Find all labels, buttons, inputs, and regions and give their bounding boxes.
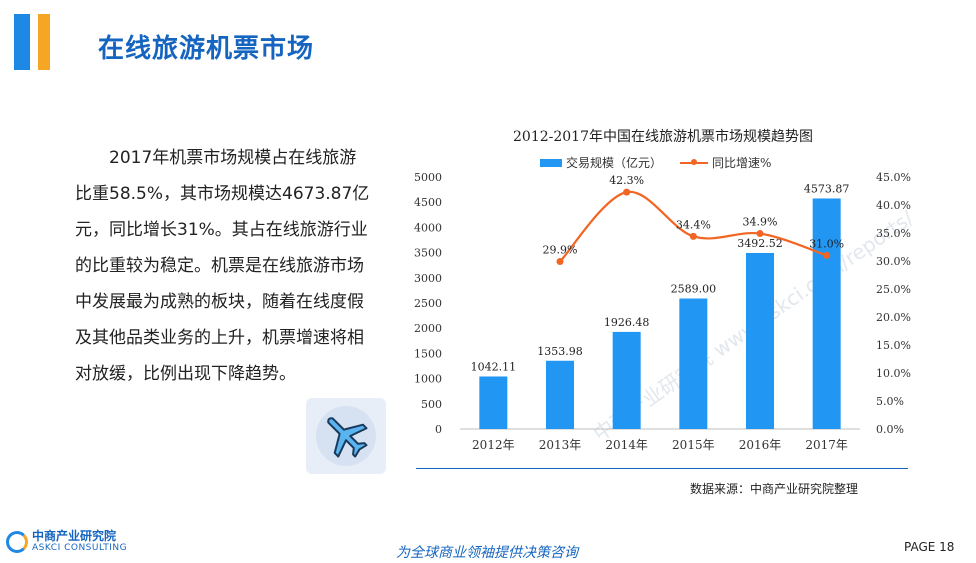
- bar-value-label: 1926.48: [604, 316, 650, 329]
- growth-value-label: 42.3%: [609, 174, 644, 187]
- growth-point: [623, 188, 631, 196]
- y-tick-label-left: 2500: [414, 297, 442, 310]
- y-tick-label-right: 10.0%: [876, 367, 911, 380]
- logo-text-cn: 中商产业研究院: [32, 529, 117, 543]
- y-tick-label-left: 4000: [414, 221, 442, 234]
- data-source: 数据来源：中商产业研究院整理: [690, 482, 859, 496]
- body-paragraph: 2017年机票市场规模占在线旅游比重58.5%，其市场规模达4673.87亿元，…: [75, 148, 370, 384]
- chart-bar: [546, 360, 574, 429]
- chart-bar: [679, 298, 708, 429]
- y-tick-label-right: 20.0%: [876, 311, 911, 324]
- airplane-icon: [316, 406, 376, 466]
- x-tick-label: 2013年: [539, 438, 582, 452]
- page-number: PAGE 18: [904, 540, 955, 554]
- bar-value-label: 3492.52: [737, 237, 783, 250]
- x-tick-label: 2012年: [472, 438, 515, 452]
- chart-bar: [746, 252, 774, 429]
- y-tick-label-left: 0: [435, 423, 442, 436]
- legend-swatch-bar: [540, 158, 562, 167]
- footer-tagline: 为全球商业领袖提供决策咨询: [396, 545, 578, 561]
- chart-plot: 0 500 1000 1500 2000 2500 3000 3500 4000 4500 5000…: [414, 171, 911, 452]
- growth-point: [689, 232, 697, 240]
- growth-value-label: 29.9%: [543, 244, 578, 257]
- chart-bar: [612, 331, 641, 429]
- growth-point: [556, 258, 564, 266]
- header-accent-bar-orange: [38, 14, 50, 70]
- ascki-logo-icon: [6, 530, 28, 553]
- header-accent-bar: [14, 14, 30, 70]
- growth-value-label: 31.0%: [809, 237, 844, 250]
- x-tick-label: 2015年: [672, 438, 715, 452]
- x-tick-label: 2016年: [739, 438, 782, 452]
- chart-bar: [479, 376, 508, 429]
- legend-label-line: 同比增速%: [712, 156, 772, 170]
- legend-swatch-line: [680, 158, 709, 165]
- bar-value-label: 2589.00: [671, 283, 717, 296]
- legend-item-bar: 交易规模（亿元）: [540, 154, 662, 171]
- y-tick-label-left: 1000: [414, 373, 442, 386]
- x-tick-label: 2014年: [605, 438, 648, 452]
- y-tick-label-left: 5000: [414, 171, 442, 184]
- plane-badge: [306, 398, 386, 474]
- y-tick-label-right: 0.0%: [876, 423, 904, 436]
- y-tick-label-right: 15.0%: [876, 339, 911, 352]
- y-tick-label-right: 5.0%: [876, 395, 904, 408]
- page-title: 在线旅游机票市场: [98, 34, 315, 64]
- y-tick-label-right: 30.0%: [876, 255, 911, 268]
- growth-point: [756, 230, 764, 238]
- source-divider: [416, 468, 908, 469]
- y-tick-label-left: 4500: [414, 196, 442, 209]
- y-tick-label-left: 3000: [414, 272, 442, 285]
- company-logo: 中商产业研究院 ASKCI CONSULTING: [6, 530, 127, 553]
- logo-text-en: ASKCI CONSULTING: [32, 543, 128, 553]
- chart-legend: 交易规模（亿元） 同比增速%: [540, 154, 789, 171]
- legend-label-bar: 交易规模（亿元）: [566, 156, 663, 170]
- growth-value-label: 34.9%: [743, 216, 778, 229]
- growth-value-label: 34.4%: [676, 218, 711, 231]
- y-tick-label-right: 25.0%: [876, 283, 911, 296]
- legend-item-line: 同比增速%: [680, 154, 771, 171]
- y-tick-label-right: 35.0%: [876, 227, 911, 240]
- y-tick-label-left: 500: [421, 398, 442, 411]
- x-tick-label: 2017年: [805, 438, 848, 452]
- y-tick-label-left: 1500: [414, 347, 442, 360]
- y-tick-label-left: 2000: [414, 322, 442, 335]
- bar-value-label: 4573.87: [804, 182, 850, 195]
- bar-value-label: 1042.11: [471, 360, 517, 373]
- bar-value-label: 1353.98: [537, 345, 583, 358]
- y-tick-label-right: 45.0%: [876, 171, 911, 184]
- chart-bar: [812, 198, 841, 429]
- y-tick-label-right: 40.0%: [876, 199, 911, 212]
- growth-line: [559, 191, 828, 263]
- y-tick-label-left: 3500: [414, 247, 442, 260]
- chart-title: 2012-2017年中国在线旅游机票市场规模趋势图: [513, 129, 813, 145]
- growth-point: [823, 251, 831, 259]
